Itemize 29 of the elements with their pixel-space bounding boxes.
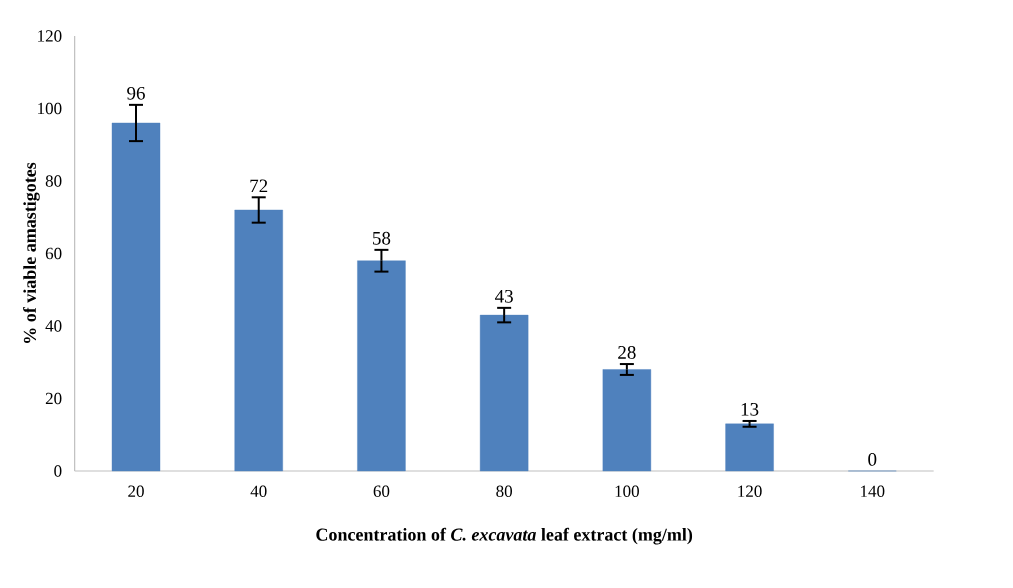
data-label: 43	[495, 289, 513, 303]
data-label: 0	[868, 452, 877, 466]
x-axis-title: Concentration of C. excavata leaf extract (mg/ml)	[316, 527, 693, 545]
data-label: 58	[373, 231, 391, 245]
y-tick-label: 120	[38, 30, 62, 42]
data-label: 96	[127, 86, 145, 100]
data-label: 13	[741, 403, 759, 416]
bar	[479, 314, 529, 472]
bar	[111, 122, 161, 472]
x-tick-label: 100	[615, 485, 639, 497]
y-tick-label: 0	[54, 465, 62, 477]
data-label: 28	[618, 346, 636, 359]
y-tick-label: 80	[45, 175, 62, 187]
y-tick-label: 100	[38, 102, 62, 115]
y-axis-title: % of viable amastigotes	[23, 162, 40, 343]
bar	[234, 209, 283, 472]
bar	[357, 260, 406, 472]
bar	[602, 369, 652, 472]
x-tick-label: 80	[496, 485, 513, 497]
y-tick-label: 40	[45, 320, 62, 332]
x-tick-label: 20	[128, 485, 144, 497]
data-label: 72	[250, 179, 268, 193]
x-tick-label: 60	[373, 485, 390, 497]
bar	[725, 423, 774, 472]
x-tick-label: 40	[250, 485, 267, 497]
x-tick-label: 120	[738, 485, 762, 497]
x-tick-label: 140	[861, 485, 885, 497]
y-tick-label: 60	[45, 247, 62, 260]
y-tick-label: 20	[45, 392, 62, 405]
